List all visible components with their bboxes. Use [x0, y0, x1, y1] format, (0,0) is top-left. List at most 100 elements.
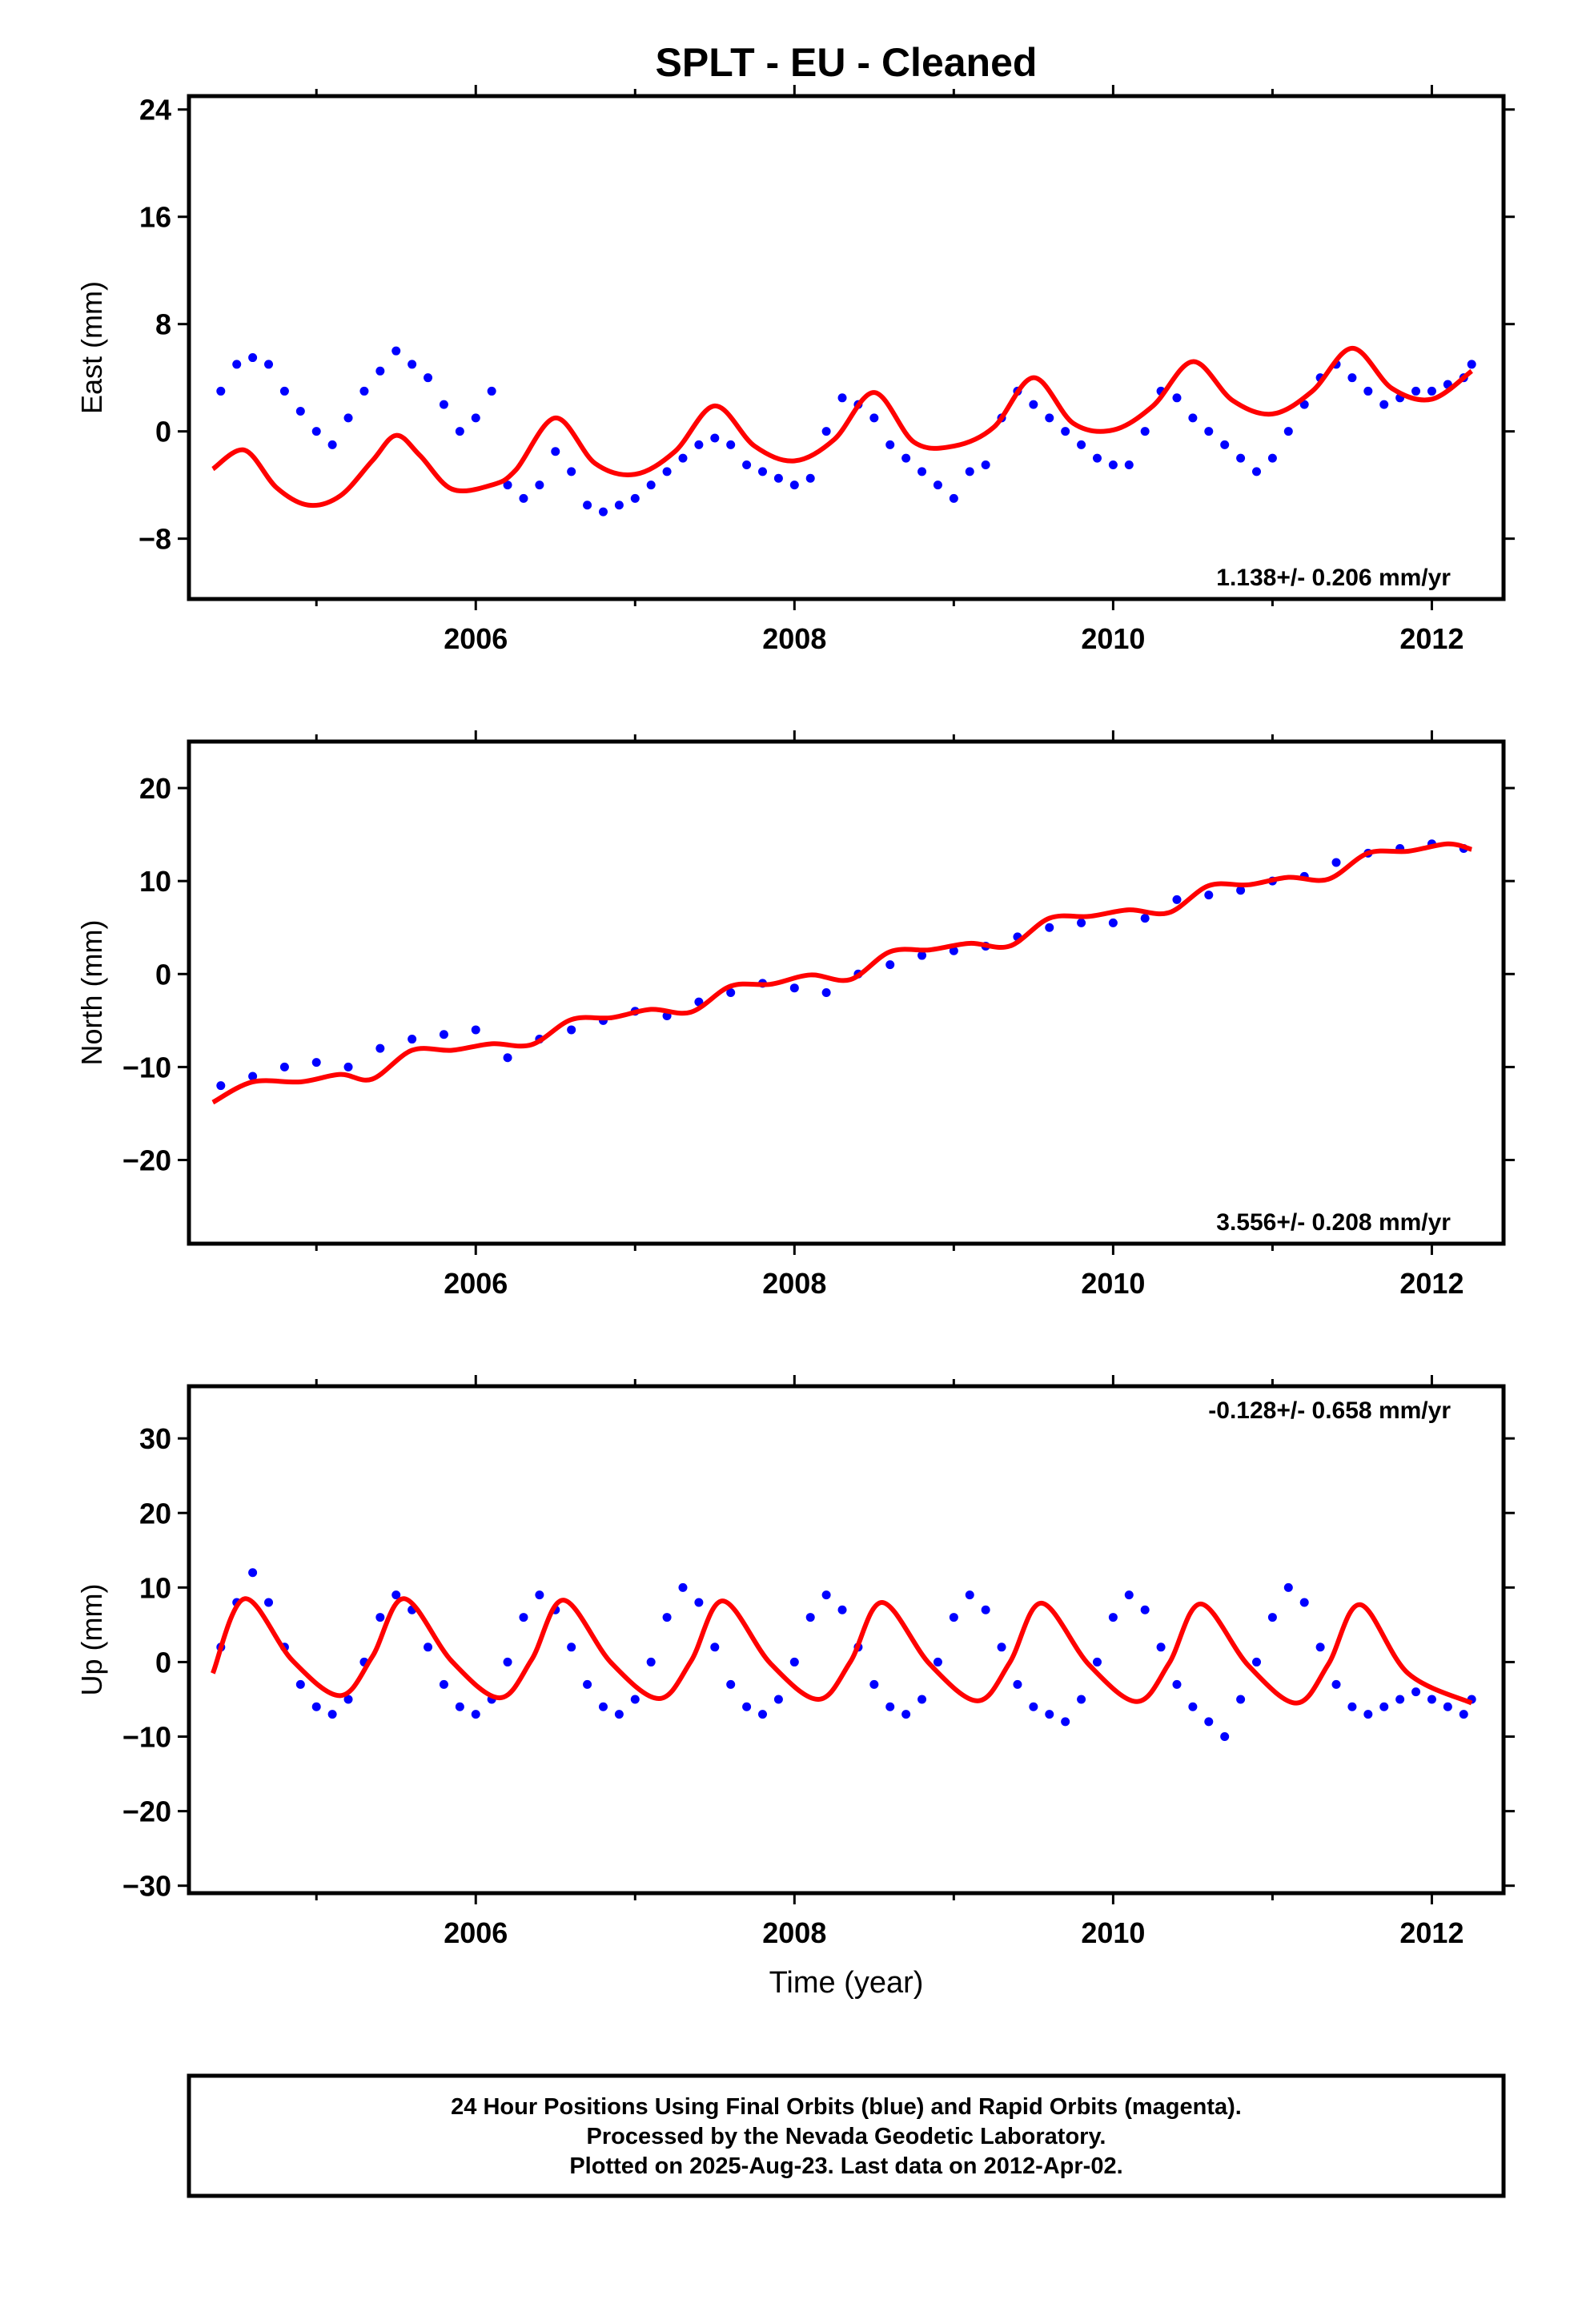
east-data-point [567, 467, 576, 476]
x-tick-label: 2006 [444, 622, 508, 655]
up-data-point [1061, 1717, 1070, 1727]
y-tick-label: 20 [139, 772, 171, 805]
up-data-point [295, 1679, 305, 1689]
up-data-point [1347, 1702, 1357, 1711]
east-data-point [789, 480, 799, 490]
up-data-point [1045, 1710, 1054, 1719]
north-data-point [408, 1035, 417, 1044]
east-data-point [551, 447, 560, 456]
east-data-point [424, 373, 433, 383]
up-data-point [646, 1657, 656, 1667]
x-tick-label: 2010 [1081, 1267, 1145, 1300]
north-data-point [279, 1062, 289, 1072]
up-model-curve [211, 1596, 1473, 1706]
east-data-point [1188, 413, 1198, 423]
up-data-point [1092, 1657, 1102, 1667]
up-data-point [519, 1613, 528, 1622]
up-data-point [678, 1582, 688, 1592]
east-data-point [311, 427, 321, 436]
up-data-point [949, 1613, 958, 1622]
y-tick-label: 8 [155, 308, 171, 341]
east-data-point [694, 440, 704, 449]
east-data-point [1061, 427, 1070, 436]
up-data-point [535, 1590, 544, 1600]
east-data-point [710, 433, 720, 443]
up-data-point [1267, 1613, 1277, 1622]
north-data-point [567, 1025, 576, 1035]
x-tick-label: 2010 [1081, 1916, 1145, 1949]
north-data-point [311, 1058, 321, 1068]
up-data-point [630, 1695, 640, 1704]
up-data-point [981, 1605, 990, 1614]
east-data-point [216, 386, 226, 396]
north-data-point [343, 1062, 353, 1072]
east-data-point [1411, 386, 1421, 396]
east-data-point [455, 427, 464, 436]
x-tick-label: 2008 [762, 622, 826, 655]
east-data-point [264, 360, 274, 369]
east-data-point [327, 440, 337, 449]
y-tick-label: 30 [139, 1422, 171, 1455]
up-data-point [805, 1613, 815, 1622]
east-data-point [933, 480, 942, 490]
east-data-point [1267, 453, 1277, 463]
up-data-point [1156, 1642, 1166, 1652]
east-data-point [1172, 393, 1182, 403]
up-data-point [1204, 1717, 1214, 1727]
up-data-point [901, 1710, 911, 1719]
east-data-point [758, 467, 768, 476]
up-data-point [933, 1657, 942, 1667]
east-data-point [965, 467, 974, 476]
north-data-point [1045, 923, 1054, 932]
up-data-point [821, 1590, 831, 1600]
east-data-point [232, 360, 242, 369]
x-tick-label: 2010 [1081, 622, 1145, 655]
up-data-point [583, 1679, 592, 1689]
north-data-point [917, 951, 927, 960]
up-data-point [758, 1710, 768, 1719]
up-data-point [869, 1679, 879, 1689]
up-data-point [567, 1642, 576, 1652]
north-data-point [375, 1043, 385, 1053]
y-tick-label: −20 [122, 1144, 171, 1177]
up-data-point [662, 1613, 672, 1622]
up-data-point [1427, 1695, 1436, 1704]
east-data-point [917, 467, 927, 476]
up-data-point [773, 1695, 783, 1704]
east-data-point [1283, 427, 1293, 436]
up-data-point [471, 1710, 480, 1719]
x-tick-label: 2008 [762, 1916, 826, 1949]
east-data-point [901, 453, 911, 463]
up-data-point [503, 1657, 512, 1667]
up-data-point [1299, 1598, 1309, 1607]
east-data-point [279, 386, 289, 396]
east-data-point [1124, 460, 1134, 470]
east-data-point [375, 366, 385, 376]
up-data-point [598, 1702, 608, 1711]
east-data-point [773, 473, 783, 483]
east-data-point [583, 501, 592, 510]
east-data-point [519, 493, 528, 503]
x-tick-label: 2006 [444, 1267, 508, 1300]
east-data-point [343, 413, 353, 423]
up-data-point [726, 1679, 736, 1689]
up-data-point [1443, 1702, 1452, 1711]
east-data-point [248, 353, 258, 363]
up-data-point [1315, 1642, 1325, 1652]
y-tick-label: −20 [122, 1795, 171, 1828]
east-data-point [1427, 386, 1436, 396]
east-data-point [678, 453, 688, 463]
east-data-point [439, 400, 448, 409]
up-data-point [965, 1590, 974, 1600]
up-data-point [917, 1695, 927, 1704]
east-data-point [1108, 460, 1118, 470]
east-data-point [1220, 440, 1230, 449]
y-tick-label: −30 [122, 1870, 171, 1903]
x-tick-label: 2006 [444, 1916, 508, 1949]
up-data-point [375, 1613, 385, 1622]
up-data-point [997, 1642, 1006, 1652]
north-data-point [1331, 858, 1341, 867]
up-rate-label: -0.128+/- 0.658 mm/yr [1208, 1397, 1451, 1424]
footer-line-1: 24 Hour Positions Using Final Orbits (bl… [451, 2094, 1242, 2120]
east-data-point [726, 440, 736, 449]
